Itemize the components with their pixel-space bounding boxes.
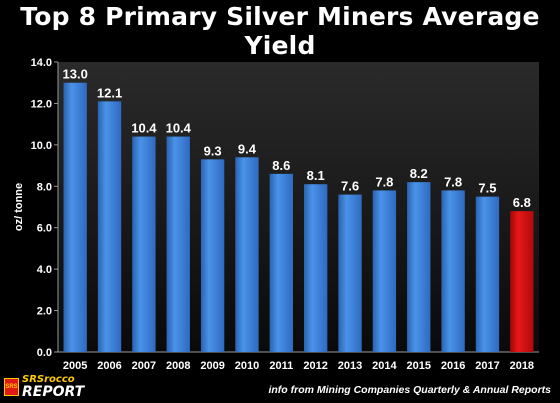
x-tick-label-2012: 2012: [303, 360, 327, 372]
bar-2006: [97, 101, 122, 352]
y-tick-label: 8.0: [37, 181, 52, 193]
bar-2009: [200, 159, 225, 352]
x-tick-label-2016: 2016: [441, 360, 465, 372]
bar-2008: [166, 136, 190, 352]
bars: 13.0 12.1 10.4 10.4 9.3 9.4 8.6 8.1 7.6 7.8 8.2 7.8…: [63, 67, 534, 352]
x-axis-ticks: 2005 2006 2007 2008 2009 2010 2011 2012 2013 2014…: [63, 360, 534, 372]
data-label-2013: 7.6: [341, 179, 359, 194]
data-label-2007: 10.4: [131, 121, 157, 136]
bar-2007: [132, 136, 156, 352]
x-tick-label-2006: 2006: [97, 360, 121, 372]
x-tick-label-2010: 2010: [235, 360, 259, 372]
data-label-2016: 7.8: [444, 174, 462, 189]
x-tick-label-2011: 2011: [269, 360, 293, 372]
x-tick-label-2014: 2014: [372, 360, 397, 372]
x-tick-label-2005: 2005: [63, 360, 87, 372]
data-label-2006: 12.1: [97, 85, 122, 100]
x-tick-label-2009: 2009: [200, 360, 224, 372]
y-tick-label: 2.0: [37, 306, 52, 318]
logo-text: SRSrocco REPORT: [22, 374, 85, 400]
bar-2011: [269, 173, 294, 352]
data-label-2012: 8.1: [307, 168, 325, 183]
x-tick-label-2007: 2007: [132, 360, 156, 372]
y-axis-ticks: 0.0 2.0 4.0 6.0 8.0 10.0 12.0 14.0: [31, 57, 58, 359]
plot-background: [58, 62, 539, 352]
chart-title: Top 8 Primary Silver Miners Average Yiel…: [20, 2, 540, 60]
bar-2016: [441, 190, 465, 352]
x-tick-label-2013: 2013: [338, 360, 362, 372]
data-label-2005: 13.0: [63, 67, 88, 82]
bar-2010: [235, 157, 259, 352]
logo-line2: REPORT: [22, 384, 85, 400]
bar-2015: [407, 182, 431, 352]
data-label-2017: 7.5: [478, 181, 496, 196]
y-tick-label: 6.0: [37, 223, 52, 235]
bar-2012: [303, 184, 328, 352]
bar-2005: [63, 82, 87, 352]
data-label-2014: 7.8: [375, 174, 393, 189]
data-label-2015: 8.2: [410, 166, 428, 181]
data-label-2009: 9.3: [204, 143, 222, 158]
srsrocco-report-logo: SRS SRSrocco REPORT: [4, 375, 84, 399]
x-tick-label-2008: 2008: [166, 360, 190, 372]
data-label-2008: 10.4: [166, 121, 192, 136]
bar-2014: [372, 190, 397, 352]
x-tick-label-2015: 2015: [407, 360, 431, 372]
data-label-2018: 6.8: [513, 195, 531, 210]
y-tick-label: 0.0: [37, 347, 52, 359]
data-label-2010: 9.4: [238, 141, 257, 156]
data-label-2011: 8.6: [272, 158, 290, 173]
y-tick-label: 10.0: [31, 140, 52, 152]
y-tick-label: 12.0: [31, 98, 52, 110]
y-tick-label: 4.0: [37, 264, 52, 276]
logo-mark-icon: SRS: [4, 378, 19, 396]
bar-2018: [510, 211, 534, 352]
bar-2017: [475, 196, 500, 352]
x-tick-label-2018: 2018: [510, 360, 534, 372]
y-tick-label: 14.0: [31, 57, 52, 69]
logo-line1: SRSrocco: [22, 374, 75, 385]
bar-2013: [338, 194, 362, 352]
x-tick-label-2017: 2017: [475, 360, 499, 372]
y-axis-label: oz/ tonne: [13, 183, 25, 231]
source-note: info from Mining Companies Quarterly & A…: [268, 384, 551, 396]
